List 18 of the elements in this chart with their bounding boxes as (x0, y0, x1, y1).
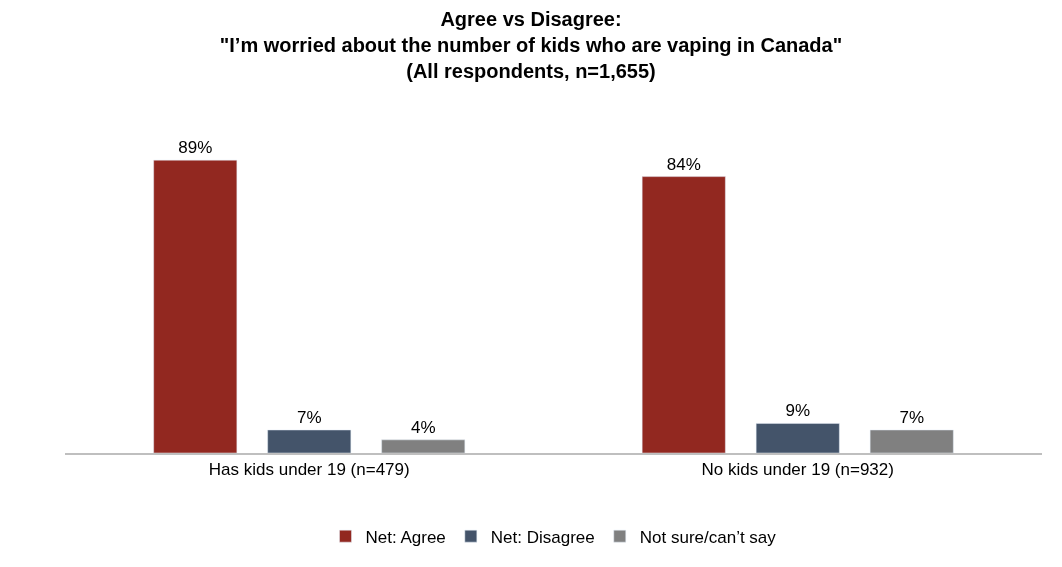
data-label: 4% (410, 417, 436, 437)
legend-label: Net: Disagree (490, 527, 595, 547)
bar (267, 429, 352, 453)
legend-label: Net: Agree (365, 527, 446, 547)
x-tick-label: Has kids under 19 (n=479) (208, 460, 410, 480)
legend-label: Not sure/can’t say (639, 527, 777, 547)
data-label: 84% (666, 154, 701, 174)
bar (869, 429, 954, 453)
bar (755, 423, 840, 453)
data-label: 89% (178, 138, 213, 158)
x-tick-label: No kids under 19 (n=932) (701, 460, 894, 480)
bar (381, 439, 466, 453)
data-label: 7% (296, 407, 322, 427)
bar (153, 159, 238, 453)
chart-title: Agree vs Disagree: "I’m worried about the number of kids who are vaping in Canada" (All respondents, n=1,655) (219, 7, 843, 82)
data-label: 9% (785, 401, 811, 421)
bar (641, 176, 726, 453)
data-label: 7% (899, 407, 925, 427)
